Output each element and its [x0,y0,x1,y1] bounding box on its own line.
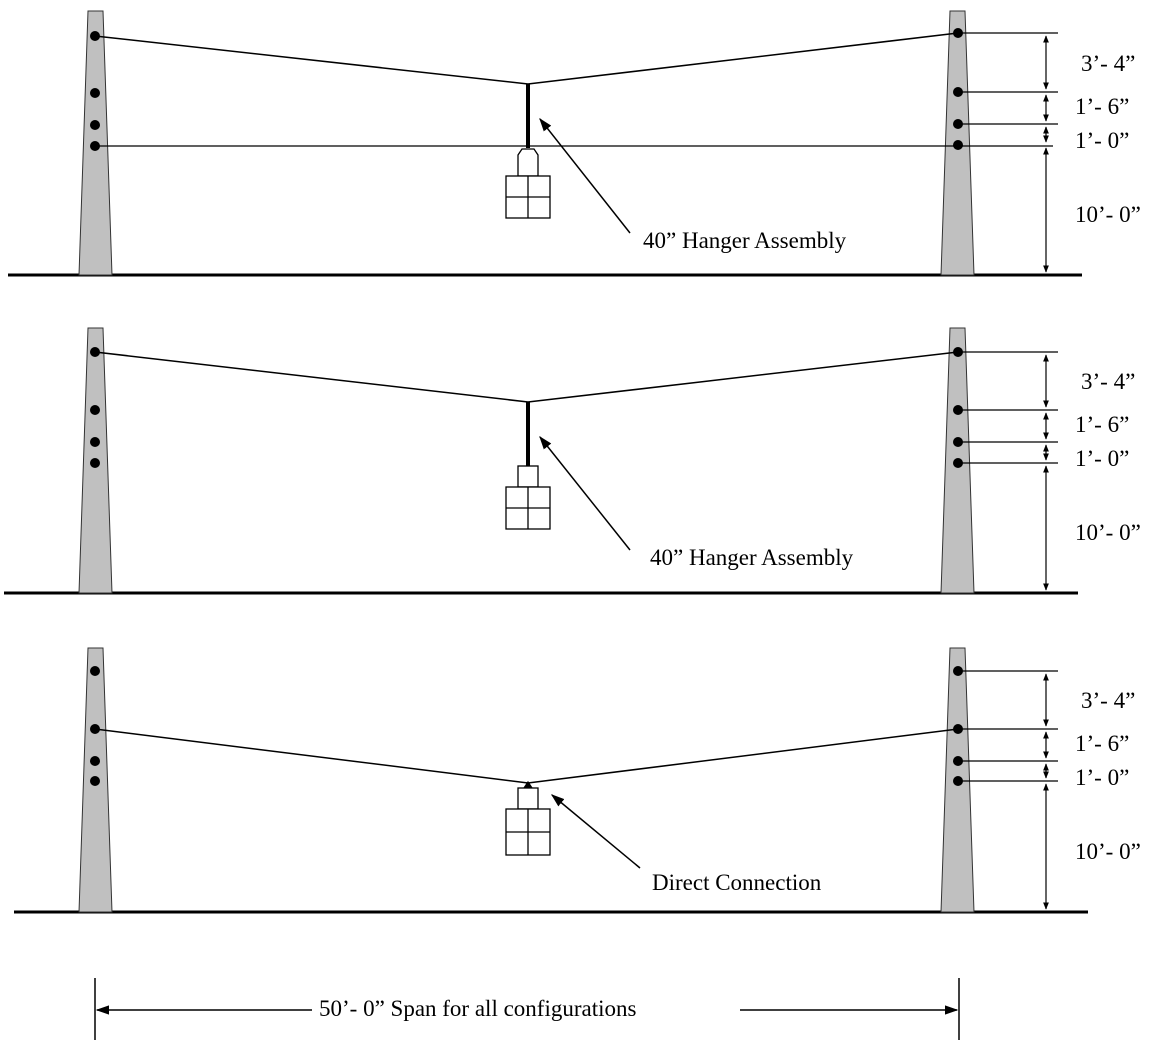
dim-label: 3’- 4” [1081,51,1135,76]
dimension-lines [958,351,1058,591]
dim-label: 1’- 0” [1075,765,1129,790]
span-dimension: 50’- 0” Span for all configurations [94,978,960,1040]
dim-label: 3’- 4” [1081,688,1135,713]
callout-arrow [539,117,631,234]
panel-hanger-top: 40” Hanger Assembly 3’- 4” 1’- 6” 1’- 0”… [8,10,1141,277]
signal-head [505,148,551,219]
dim-label: 3’- 4” [1081,369,1135,394]
span-wire [94,351,959,403]
dim-label: 10’- 0” [1075,520,1141,545]
panel-hanger-middle: 40” Hanger Assembly 3’- 4” 1’- 6” 1’- 0”… [4,327,1141,595]
span-label: 50’- 0” Span for all configurations [319,996,636,1021]
dimension-lines [958,32,1058,273]
dimension-lines [958,670,1058,910]
span-wire [94,32,959,85]
dim-label: 1’- 6” [1075,731,1129,756]
dim-label: 1’- 6” [1075,412,1129,437]
callout-label: Direct Connection [652,870,822,895]
dim-label: 1’- 0” [1075,446,1129,471]
signal-head [505,780,551,856]
dim-label: 1’- 6” [1075,94,1129,119]
dim-label: 10’- 0” [1075,839,1141,864]
dim-label: 10’- 0” [1075,202,1141,227]
callout-label: 40” Hanger Assembly [650,545,854,570]
signal-head [505,465,551,530]
callout-arrow [550,794,641,869]
span-wire [94,728,959,784]
callout-arrow [539,435,631,551]
dim-label: 1’- 0” [1075,128,1129,153]
left-attachment-points [90,347,100,468]
callout-label: 40” Hanger Assembly [643,228,847,253]
panel-direct: Direct Connection 3’- 4” 1’- 6” 1’- 0” 1… [14,647,1141,914]
